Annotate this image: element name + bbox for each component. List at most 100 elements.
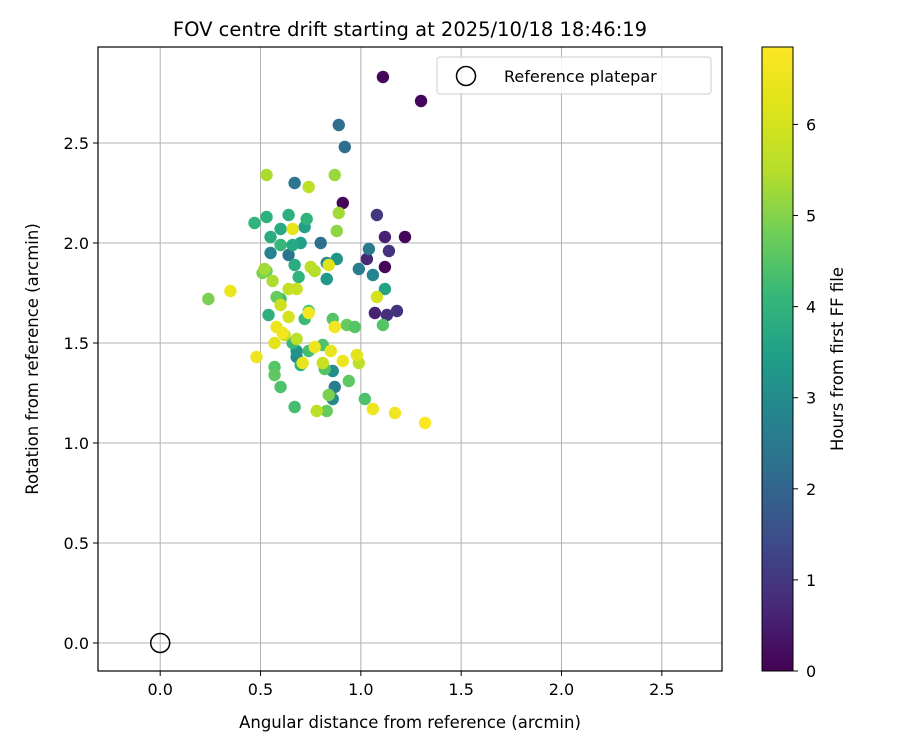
data-point xyxy=(338,140,351,154)
data-point xyxy=(282,208,295,222)
data-point xyxy=(376,318,390,332)
data-point xyxy=(224,284,237,298)
x-tick-label: 0.5 xyxy=(248,680,273,699)
data-point xyxy=(368,306,382,320)
colorbar-tick-label: 5 xyxy=(806,207,816,226)
data-point xyxy=(370,290,384,304)
colorbar-tick-label: 3 xyxy=(806,389,816,408)
data-point xyxy=(248,216,261,230)
colorbar-label: Hours from first FF file xyxy=(828,267,847,451)
data-point xyxy=(378,260,392,274)
data-point xyxy=(324,344,337,358)
y-tick-label: 0.0 xyxy=(64,634,89,653)
data-point xyxy=(328,320,341,334)
data-point xyxy=(290,332,303,346)
data-point xyxy=(286,238,299,252)
data-point xyxy=(332,206,345,220)
data-point xyxy=(336,196,349,210)
data-point xyxy=(358,392,372,406)
data-point xyxy=(376,70,390,84)
colorbar xyxy=(761,46,794,672)
data-point xyxy=(274,238,287,252)
legend-label: Reference platepar xyxy=(504,67,657,86)
data-point xyxy=(308,264,321,278)
x-tick-label: 2.5 xyxy=(649,680,674,699)
data-point xyxy=(274,222,287,236)
data-point xyxy=(250,350,263,364)
data-point xyxy=(388,406,402,420)
data-point xyxy=(302,180,315,194)
data-point xyxy=(260,168,273,182)
colorbar-tick-label: 2 xyxy=(806,480,816,499)
data-point xyxy=(380,308,394,322)
data-point xyxy=(366,268,380,282)
data-point xyxy=(336,354,349,368)
data-point xyxy=(390,304,404,318)
data-point xyxy=(320,404,333,418)
chart-title: FOV centre drift starting at 2025/10/18 … xyxy=(173,18,647,41)
data-point xyxy=(258,262,271,276)
data-point xyxy=(398,230,412,244)
data-point xyxy=(288,258,301,272)
colorbar-tick-label: 6 xyxy=(806,115,816,134)
data-point xyxy=(322,258,335,272)
data-point xyxy=(350,348,364,362)
data-point xyxy=(296,356,309,370)
data-points xyxy=(202,70,432,430)
data-point xyxy=(310,404,323,418)
y-tick-label: 2.5 xyxy=(64,134,89,153)
data-point xyxy=(288,176,301,190)
data-point xyxy=(286,222,299,236)
reference-point-marker xyxy=(149,632,171,654)
data-point xyxy=(414,94,428,108)
x-axis-ticks: 0.0 0.5 1.0 1.5 2.0 2.5 xyxy=(147,671,675,699)
data-point xyxy=(276,326,289,340)
colorbar-tick-label: 0 xyxy=(806,662,816,681)
data-point xyxy=(274,298,287,312)
data-point xyxy=(300,212,313,226)
data-point xyxy=(288,400,301,414)
data-point xyxy=(262,308,275,322)
data-point xyxy=(266,274,279,288)
y-tick-label: 1.0 xyxy=(64,434,89,453)
data-point xyxy=(308,340,321,354)
colorbar-ticks: 0 1 2 3 4 5 6 xyxy=(793,115,816,681)
data-point xyxy=(366,402,380,416)
data-point xyxy=(378,230,392,244)
data-point xyxy=(264,246,277,260)
data-point xyxy=(290,282,303,296)
data-point xyxy=(274,380,287,394)
data-point xyxy=(378,282,392,296)
x-tick-label: 0.0 xyxy=(147,680,172,699)
data-point xyxy=(322,388,335,402)
data-point xyxy=(360,252,374,266)
y-axis-ticks: 0.0 0.5 1.0 1.5 2.0 2.5 xyxy=(64,134,98,653)
data-point xyxy=(328,168,341,182)
legend-box xyxy=(436,56,712,95)
data-point xyxy=(362,242,376,256)
colorbar-tick-label: 4 xyxy=(806,298,816,317)
data-point xyxy=(330,224,343,238)
data-point xyxy=(316,356,329,370)
data-point xyxy=(320,272,333,286)
data-point xyxy=(282,248,295,262)
x-tick-label: 2.0 xyxy=(549,680,574,699)
data-point xyxy=(264,230,277,244)
data-point xyxy=(268,368,281,382)
data-point xyxy=(282,310,295,324)
y-tick-label: 2.0 xyxy=(64,234,89,253)
x-axis-label: Angular distance from reference (arcmin) xyxy=(239,713,581,732)
data-point xyxy=(382,244,396,258)
data-point xyxy=(418,416,432,430)
data-point xyxy=(202,292,215,306)
y-tick-label: 0.5 xyxy=(64,534,89,553)
y-axis-label: Rotation from reference (arcmin) xyxy=(23,223,42,495)
data-point xyxy=(342,374,356,388)
data-point xyxy=(370,208,384,222)
data-point xyxy=(348,320,362,334)
data-point xyxy=(332,118,345,132)
legend: Reference platepar xyxy=(436,56,712,95)
plot-frame xyxy=(97,46,723,672)
